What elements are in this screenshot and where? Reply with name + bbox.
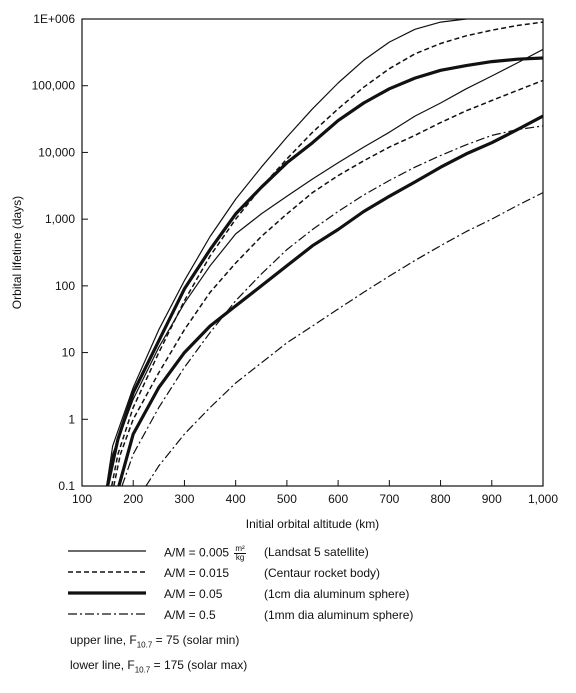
legend-desc-dashdot: (1mm dia aluminum sphere) <box>264 608 414 622</box>
x-tick-label: 200 <box>123 492 143 506</box>
x-tick-label: 300 <box>174 492 194 506</box>
plot-area <box>81 18 544 487</box>
legend-swatch-dashdot <box>68 613 146 615</box>
plot-border <box>81 18 544 487</box>
series-line-thick-upper <box>106 56 543 486</box>
series-line-dashed-lower <box>113 79 543 486</box>
x-tick-label: 1,000 <box>528 492 558 506</box>
y-tick-label: 0.1 <box>58 479 75 493</box>
y-tick-label: 100 <box>55 279 75 293</box>
y-tick-label: 1,000 <box>45 212 75 226</box>
series-line-dashed-upper <box>110 21 543 486</box>
x-axis-title: Initial orbital altitude (km) <box>246 517 379 531</box>
x-tick-label: 600 <box>328 492 348 506</box>
legend-swatch-dashed <box>68 571 146 573</box>
x-tick-label: 900 <box>482 492 502 506</box>
series-line-dashdot-upper <box>121 125 543 486</box>
legend-swatch-solid <box>68 550 146 552</box>
legend-desc-thick: (1cm dia aluminum sphere) <box>264 587 410 601</box>
legend-name-solid: A/M = 0.005 m² kg <box>164 544 246 562</box>
unit-fraction: m² kg <box>234 544 246 562</box>
series-line-solid-upper <box>106 19 467 486</box>
orbital-lifetime-chart: 100 200 300 400 500 600 700 800 900 1,000 0.1 1 10 10… <box>10 12 559 531</box>
y-tick-label: 100,000 <box>32 79 76 93</box>
legend-desc-solid: (Landsat 5 satellite) <box>264 545 369 559</box>
x-tick-label: 800 <box>431 492 451 506</box>
legend-name-dashdot: A/M = 0.5 <box>164 608 216 622</box>
series-line-solid-lower <box>106 48 543 486</box>
series-line-thick-lower <box>117 114 543 486</box>
x-tick-label: 500 <box>277 492 297 506</box>
y-tick-label: 1E+006 <box>33 12 75 26</box>
tick-layer: 100 200 300 400 500 600 700 800 900 1,000 0.1 1 10 10… <box>32 12 559 506</box>
legend-swatch-thick <box>68 591 146 595</box>
legend-desc-dashed: (Centaur rocket body) <box>264 566 381 580</box>
y-tick-label: 10,000 <box>38 145 75 159</box>
legend-name-dashed: A/M = 0.015 <box>164 566 230 580</box>
note-lower-line: lower line, F10.7 = 175 (solar max) <box>70 658 248 675</box>
x-tick-label: 700 <box>379 492 399 506</box>
y-tick-label: 1 <box>68 412 75 426</box>
x-tick-label: 100 <box>72 492 92 506</box>
y-tick-label: 10 <box>62 346 76 360</box>
x-tick-label: 400 <box>226 492 246 506</box>
series-layer <box>106 19 543 486</box>
series-line-dashdot-lower <box>145 192 543 486</box>
legend-name-thick: A/M = 0.05 <box>164 587 223 601</box>
y-axis-title: Orbital lifetime (days) <box>10 196 24 309</box>
note-upper-line: upper line, F10.7 = 75 (solar min) <box>70 633 240 650</box>
notes: upper line, F10.7 = 75 (solar min) lower… <box>70 630 247 681</box>
